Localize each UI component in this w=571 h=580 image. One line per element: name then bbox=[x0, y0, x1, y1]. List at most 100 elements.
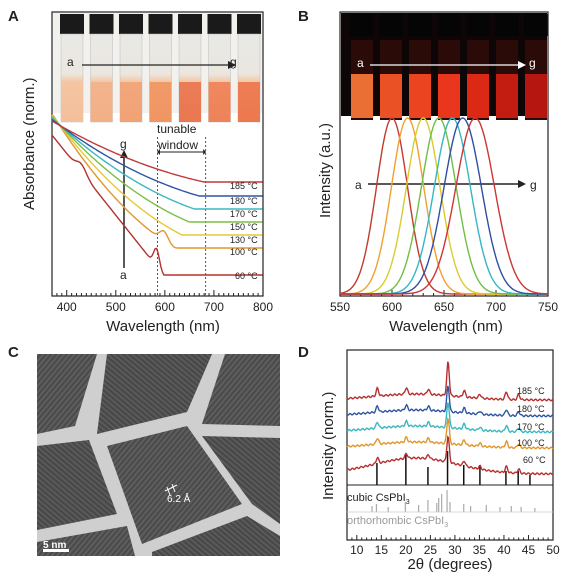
panel-c-lattice-spacing: 6.2 Å bbox=[167, 494, 191, 505]
vial-cap bbox=[495, 14, 519, 36]
vial-cap bbox=[207, 14, 232, 34]
panel-d-x-axis-label: 2θ (degrees) bbox=[407, 556, 493, 573]
panel-b-arrow-end-label: g bbox=[530, 178, 537, 192]
panel-d-y-axis-label: Intensity (norm.) bbox=[320, 391, 337, 500]
panel-b-y-axis-label: Intensity (a.u.) bbox=[317, 122, 334, 218]
panel-a-arrow-end-label: g bbox=[120, 137, 127, 151]
vial-liquid bbox=[90, 82, 113, 122]
vial-glow bbox=[409, 74, 431, 118]
panel-c-hrtem-image bbox=[37, 354, 280, 556]
vial-liquid bbox=[238, 82, 260, 122]
panel-a-axes: 400 500 600 700 800 bbox=[51, 11, 273, 314]
panel-d-ref-ortho-text: orthorhombic CsPbI bbox=[347, 515, 445, 527]
panel-b-arrow-start-label: a bbox=[355, 178, 362, 192]
panel-d-tick-label: 50 bbox=[546, 543, 560, 557]
panel-a-tick-label: 800 bbox=[253, 300, 273, 314]
panel-a-tick-label: 500 bbox=[106, 300, 126, 314]
pl-curve-f bbox=[340, 117, 548, 295]
panel-d-tick-label: 30 bbox=[448, 543, 462, 557]
panel-b-vial-photo bbox=[341, 13, 548, 120]
panel-a-y-axis-label: Absorbance (norm.) bbox=[21, 77, 38, 210]
vial-liquid bbox=[179, 82, 201, 122]
panel-letter-d: D bbox=[298, 344, 309, 361]
panel-b-photo-arrowhead bbox=[518, 61, 526, 69]
panel-letter-a: A bbox=[8, 8, 19, 25]
vial-glow bbox=[380, 74, 402, 118]
panel-a-tick-label: 600 bbox=[155, 300, 175, 314]
pl-curve-c bbox=[340, 117, 548, 295]
vial-cap bbox=[437, 14, 461, 36]
series-label-100: 100 °C bbox=[230, 247, 258, 257]
vial-liquid bbox=[120, 82, 142, 122]
panel-b-tick-label: 550 bbox=[330, 300, 350, 314]
vial-body bbox=[90, 33, 113, 123]
window-arrowhead-right bbox=[203, 149, 207, 155]
vial-body bbox=[60, 33, 84, 123]
panel-c-scale-bar-label: 5 nm bbox=[43, 540, 67, 551]
vial-glow bbox=[496, 74, 518, 118]
panel-b-tick-label: 750 bbox=[538, 300, 558, 314]
pl-curve-g bbox=[340, 117, 549, 295]
vial-cap bbox=[466, 14, 490, 36]
pl-curve-a bbox=[339, 117, 548, 295]
vial-cap bbox=[60, 14, 84, 34]
vial-cap bbox=[89, 14, 114, 34]
series-label-60: 60 °C bbox=[235, 271, 258, 281]
vial-body bbox=[525, 40, 547, 120]
vial-body bbox=[351, 40, 373, 120]
panel-d-tick-label: 25 bbox=[424, 543, 438, 557]
panel-d-label-100: 100 °C bbox=[517, 438, 545, 448]
panel-d-label-170: 170 °C bbox=[517, 422, 545, 432]
vial-glow bbox=[438, 74, 460, 118]
vial-cap bbox=[178, 14, 202, 34]
panel-b-tick-label: 650 bbox=[434, 300, 454, 314]
panel-b-photo-end-label: g bbox=[529, 56, 536, 70]
vial-cap bbox=[379, 14, 403, 36]
panel-b-x-axis-label: Wavelength (nm) bbox=[389, 318, 503, 335]
panel-a-arrow-start-label: a bbox=[120, 268, 127, 282]
vial-body bbox=[409, 40, 431, 120]
panel-b-photo-start-label: a bbox=[357, 56, 364, 70]
vial-glow bbox=[525, 74, 547, 118]
panel-a-tunable-label: tunable bbox=[157, 122, 197, 136]
panel-b-tick-label: 700 bbox=[486, 300, 506, 314]
panel-letter-b: B bbox=[298, 8, 309, 25]
vial-body bbox=[380, 40, 402, 120]
panel-d-label-180: 180 °C bbox=[517, 404, 545, 414]
panel-a-tick-label: 400 bbox=[57, 300, 77, 314]
series-label-170: 170 °C bbox=[230, 209, 258, 219]
panel-a-tick-label: 700 bbox=[204, 300, 224, 314]
series-label-185: 185 °C bbox=[230, 181, 258, 191]
series-label-150: 150 °C bbox=[230, 222, 258, 232]
vial-liquid bbox=[149, 82, 172, 122]
panel-letter-c: C bbox=[8, 344, 19, 361]
panel-a-x-axis-label: Wavelength (nm) bbox=[106, 318, 220, 335]
panel-d-ref-ortho: orthorhombic CsPbI3 bbox=[347, 515, 448, 529]
panel-d-tick-label: 35 bbox=[473, 543, 487, 557]
panel-b-tick-label: 600 bbox=[382, 300, 402, 314]
vial-cap bbox=[524, 14, 548, 36]
panel-a-photo-start-label: a bbox=[67, 55, 74, 69]
vial-body bbox=[208, 33, 231, 123]
panel-b-curves bbox=[339, 117, 549, 295]
vial-cap bbox=[408, 14, 432, 36]
panel-d-tick-label: 40 bbox=[497, 543, 511, 557]
panel-b-frame bbox=[339, 11, 549, 297]
vial-body bbox=[438, 40, 460, 120]
panel-d-label-185: 185 °C bbox=[517, 386, 545, 396]
vial-glow bbox=[351, 74, 373, 118]
vial-liquid bbox=[208, 82, 231, 122]
pl-curve-d bbox=[340, 117, 548, 295]
vial-cap bbox=[237, 14, 261, 34]
vial-body bbox=[496, 40, 518, 120]
pl-curve-e bbox=[340, 117, 548, 295]
panel-d-tick-label: 20 bbox=[399, 543, 413, 557]
vial-body bbox=[178, 33, 202, 123]
panel-b-photo-bg bbox=[341, 13, 547, 116]
panel-d-label-60: 60 °C bbox=[523, 455, 546, 465]
panel-d-ref-cubic-text: cubic CsPbI bbox=[347, 492, 406, 504]
vial-body bbox=[119, 33, 143, 123]
panel-a-photo-end-label: g bbox=[230, 55, 237, 69]
panel-d-ref-cubic-sub: 3 bbox=[405, 499, 410, 507]
vial-liquid bbox=[61, 82, 83, 122]
